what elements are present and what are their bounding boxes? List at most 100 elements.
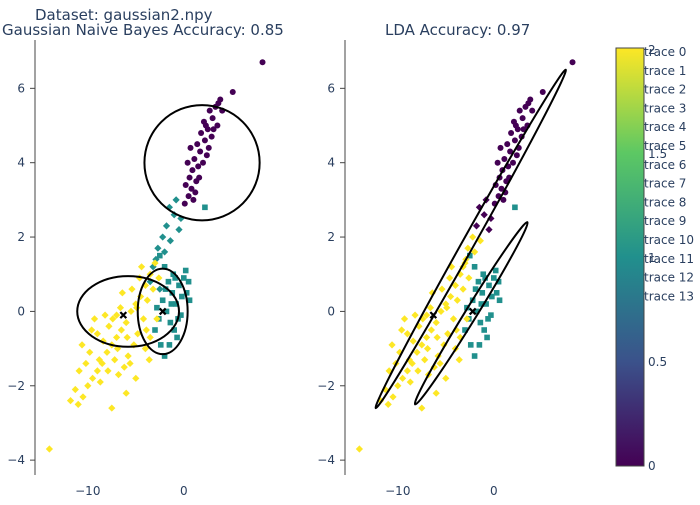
legend-entry[interactable]: trace 8 [644,195,686,209]
y-tick-label: 6 [327,81,335,95]
legend-entry[interactable]: trace 13 [644,289,694,303]
data-point-diamond [111,356,119,364]
legend-entry[interactable]: trace 1 [644,64,686,78]
data-point-square [482,275,488,281]
data-point-diamond [409,337,417,345]
covariance-ellipse [374,68,567,410]
x-tick-label: 0 [180,484,188,498]
data-point-square [484,334,490,341]
data-point-diamond [485,226,493,234]
legend-entry[interactable]: trace 4 [644,120,686,134]
data-point-circle [202,122,209,129]
data-point-diamond [71,385,79,394]
data-point-diamond [355,445,363,453]
data-point-diamond [443,304,451,312]
data-point-square [478,301,485,307]
data-point-circle [195,163,202,170]
data-point-diamond [88,326,96,334]
data-point-square [167,319,174,326]
data-point-circle [184,159,191,166]
y-tick-label: 4 [17,156,25,170]
data-point-diamond [105,322,113,330]
data-point-diamond [96,378,104,386]
data-point-square [168,301,175,307]
data-point-square [467,342,474,348]
legend-entry[interactable]: trace 7 [644,177,686,191]
data-point-square [483,301,489,307]
data-point-diamond [136,274,144,282]
data-point-diamond [475,203,483,211]
data-point-diamond [437,307,445,316]
y-tick-label: −4 [7,453,25,467]
data-point-diamond [471,248,479,256]
data-point-diamond [132,374,140,382]
data-point-diamond [384,400,392,408]
subplot-1-title: Gaussian Naive Bayes Accuracy: 0.85 [2,21,284,39]
legend-entry[interactable]: trace 12 [644,271,694,285]
data-point-diamond [134,330,142,338]
data-point-diamond [162,222,171,230]
data-point-diamond [123,333,131,342]
data-point-circle [569,59,576,66]
data-point-circle [192,189,199,196]
data-point-diamond [75,367,83,375]
data-point-diamond [172,196,180,204]
data-point-diamond [114,371,123,379]
colorbar-tick-2: 2 [648,43,656,57]
data-point-square [159,297,166,304]
legend-entry[interactable]: trace 5 [644,139,686,153]
legend-entry[interactable]: trace 11 [644,252,694,266]
data-point-diamond [137,263,146,271]
data-point-square [479,290,486,296]
data-point-diamond [423,311,431,319]
legend-entry[interactable]: trace 3 [644,101,686,115]
data-point-square [485,316,491,322]
legend-entry[interactable]: trace 10 [644,233,694,247]
data-point-diamond [411,311,419,319]
data-point-diamond [414,367,422,375]
data-point-circle [210,126,217,133]
data-point-diamond [418,341,426,349]
data-point-circle [500,196,507,203]
data-point-diamond [122,318,130,327]
data-point-square [161,353,168,359]
legend-entry[interactable]: trace 9 [644,214,686,228]
data-point-circle [511,137,518,144]
data-point-square [176,282,182,289]
legend-entry[interactable]: trace 0 [644,45,686,59]
data-point-square [473,308,480,315]
data-point-diamond [430,363,438,371]
data-point-diamond [396,348,404,356]
data-point-diamond [79,393,87,401]
data-point-square [179,293,185,300]
data-point-diamond [153,315,161,323]
data-point-diamond [388,341,396,349]
data-point-diamond [151,259,159,267]
data-point-square [182,267,189,274]
data-point-diamond [74,400,82,408]
data-point-diamond [455,356,463,364]
data-point-diamond [122,389,130,397]
data-point-square [475,278,482,285]
data-point-diamond [472,222,481,230]
data-point-diamond [394,382,402,390]
data-point-square [166,342,173,348]
data-point-diamond [447,292,455,301]
colorbar-tick-1.5: 1.5 [648,147,667,161]
data-point-circle [181,200,188,207]
legend-entry[interactable]: trace 6 [644,158,686,172]
data-point-diamond [143,296,151,304]
data-point-circle [187,144,194,151]
data-point-diamond [95,356,103,364]
data-point-square [488,312,494,318]
data-point-square [462,327,468,333]
data-point-circle [498,185,505,192]
legend[interactable]: trace 0 trace 1 trace 2 trace 3 trace 4 trace… [644,45,694,303]
covariance-ellipse [413,221,529,406]
data-point-circle [190,196,197,203]
data-point-square [489,293,495,300]
data-point-square [178,312,184,318]
legend-entry[interactable]: trace 2 [644,83,686,97]
data-point-diamond [465,274,473,282]
data-point-circle [529,107,536,114]
